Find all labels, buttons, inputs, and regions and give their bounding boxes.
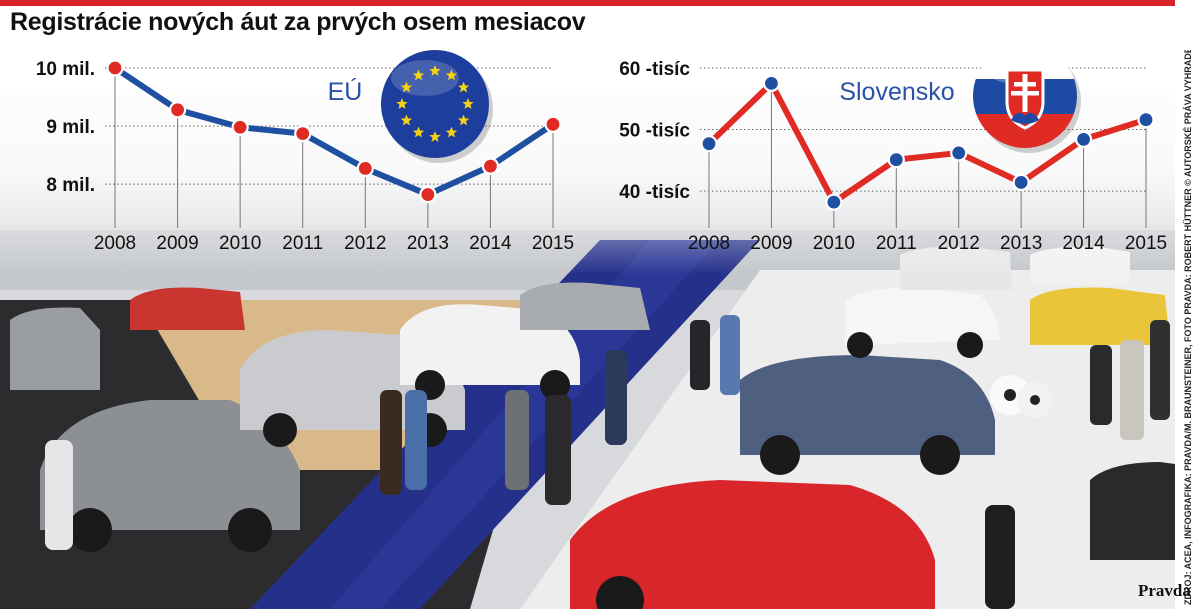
top-red-rule [0, 0, 1175, 6]
y-tick-label: 9 mil. [46, 117, 95, 138]
x-tick-label: 2009 [156, 233, 198, 254]
data-point [106, 59, 124, 77]
data-point [762, 74, 781, 92]
data-point [419, 185, 437, 204]
x-tick-label: 2013 [1000, 233, 1042, 254]
x-tick-label: 2010 [813, 233, 855, 254]
series-line [112, 65, 556, 198]
series-line [706, 80, 1149, 206]
data-point [481, 157, 500, 175]
data-point [168, 101, 187, 119]
x-tick-label: 2014 [1062, 233, 1105, 254]
x-tick-label: 2011 [282, 233, 323, 254]
data-point [1012, 173, 1030, 192]
chart-eu: 10 mil. 9 mil. 8 mil. 2008 2009 2010 2011 2012 2… [36, 50, 574, 254]
page-title: Registrácie nových áut za prvých osem me… [10, 8, 586, 36]
data-point [950, 144, 968, 162]
x-tick-label: 2015 [532, 233, 574, 254]
x-tick-label: 2011 [876, 233, 917, 254]
y-tick-label: 10 mil. [36, 59, 95, 80]
chart-slovakia: 60 -tisíc 50 -tisíc 40 -tisíc 2008 2009 2010 2… [619, 44, 1167, 254]
data-point [544, 115, 562, 133]
x-tick-label: 2015 [1125, 233, 1167, 254]
credit-text: ZDROJ: ACEA, INFOGRAFIKA: PRAVDA/M. BRAU… [1183, 50, 1193, 605]
data-point [1074, 130, 1093, 148]
chart-title: EÚ [328, 77, 363, 106]
y-tick-label: 40 -tisíc [619, 182, 690, 203]
data-point [700, 135, 718, 153]
x-tick-label: 2012 [344, 233, 386, 254]
data-point [356, 159, 374, 178]
x-tick-label: 2009 [750, 233, 792, 254]
x-tick-label: 2010 [219, 233, 261, 254]
data-point [231, 118, 249, 136]
chart-title: Slovensko [839, 78, 954, 106]
data-point [294, 125, 312, 143]
data-point [825, 193, 843, 211]
x-tick-label: 2013 [407, 233, 449, 254]
eu-flag-icon [381, 50, 493, 163]
y-tick-label: 60 -tisíc [619, 59, 690, 80]
photo-credit: ZDROJ: ACEA, INFOGRAFIKA: PRAVDA/M. BRAU… [1183, 50, 1193, 605]
y-tick-label: 50 -tisíc [619, 121, 690, 142]
y-tick-label: 8 mil. [46, 175, 95, 196]
x-tick-label: 2012 [938, 233, 980, 254]
data-point [887, 151, 905, 169]
data-point [1137, 111, 1155, 129]
x-tick-label: 2014 [469, 233, 512, 254]
x-tick-label: 2008 [94, 233, 136, 254]
slovakia-flag-icon [973, 44, 1081, 153]
x-tick-label: 2008 [688, 233, 730, 254]
pravda-logo: Pravda [1138, 581, 1191, 600]
